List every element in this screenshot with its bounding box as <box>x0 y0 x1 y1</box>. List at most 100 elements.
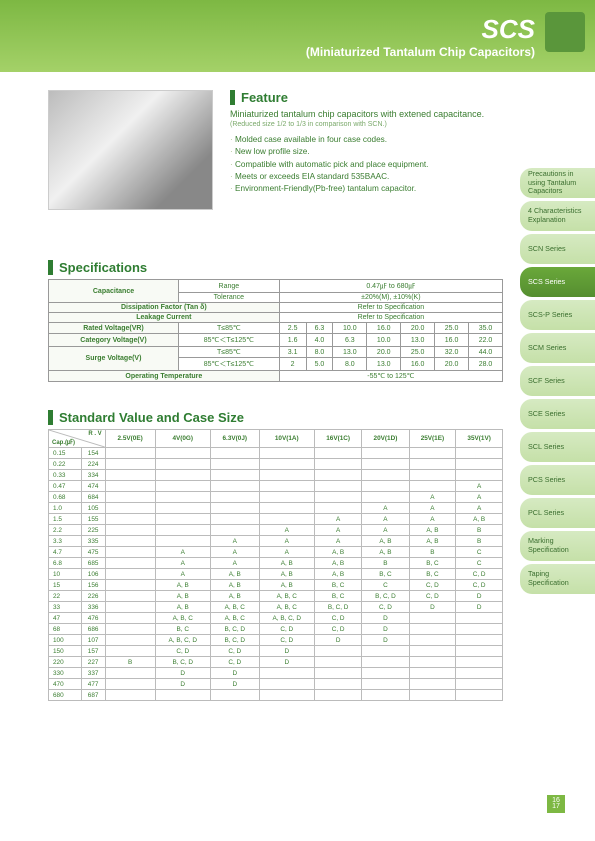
side-tab[interactable]: SCN Series <box>520 234 595 264</box>
stdval-cell <box>409 448 456 459</box>
stdval-cell <box>155 448 210 459</box>
stdval-cell <box>105 613 155 624</box>
spec-table: Capacitance Range 0.47㎌ to 680㎌ Toleranc… <box>48 279 503 382</box>
stdval-cell: C, D <box>362 602 409 613</box>
side-tab[interactable]: Marking Specification <box>520 531 595 561</box>
stdval-col-head: 25V(1E) <box>409 430 456 448</box>
spec-cell: 16.0 <box>401 358 435 371</box>
stdval-code-cell: 684 <box>81 492 105 503</box>
section-head-stdval: Standard Value and Case Size <box>48 410 503 425</box>
stdval-code-cell: 334 <box>81 470 105 481</box>
stdval-col-head: 4V(0G) <box>155 430 210 448</box>
feature-item: Molded case available in four case codes… <box>230 134 503 146</box>
stdval-cell <box>105 492 155 503</box>
spec-cell: 10.0 <box>367 334 401 347</box>
stdval-cap-cell: 1.0 <box>49 503 82 514</box>
stdval-cell: B, C, D <box>155 657 210 668</box>
side-tab[interactable]: SCL Series <box>520 432 595 462</box>
stdval-cap-cell: 1.5 <box>49 514 82 525</box>
stdval-cell: D <box>259 657 314 668</box>
table-row: 33336A, BA, B, CA, B, CB, C, DC, DDD <box>49 602 503 613</box>
stdval-code-cell: 685 <box>81 558 105 569</box>
side-tab[interactable]: SCF Series <box>520 366 595 396</box>
side-tab[interactable]: PCS Series <box>520 465 595 495</box>
stdval-cell: A, B <box>259 580 314 591</box>
spec-cell: 20.0 <box>401 323 435 334</box>
feature-item: Environment-Friendly(Pb-free) tantalum c… <box>230 183 503 195</box>
stdval-cell <box>314 646 361 657</box>
side-tab[interactable]: SCS-P Series <box>520 300 595 330</box>
stdval-code-cell: 106 <box>81 569 105 580</box>
stdval-cell: C, D <box>314 613 361 624</box>
spec-cell: 5.0 <box>306 358 333 371</box>
product-photo <box>48 90 213 210</box>
stdval-cell <box>105 679 155 690</box>
side-tab[interactable]: SCE Series <box>520 399 595 429</box>
stdval-cell <box>155 459 210 470</box>
stdval-cell <box>105 591 155 602</box>
spec-cell: 16.0 <box>367 323 401 334</box>
side-tab[interactable]: Taping Specification <box>520 564 595 594</box>
stdval-cell <box>409 470 456 481</box>
stdval-cell <box>105 536 155 547</box>
spec-cell: 1.6 <box>279 334 306 347</box>
stdval-cell: A, B <box>314 558 361 569</box>
side-tab[interactable]: SCS Series <box>520 267 595 297</box>
stdval-cell <box>155 514 210 525</box>
stdval-cell: A, B <box>155 591 210 602</box>
stdval-cell: A <box>409 514 456 525</box>
stdval-cell: D <box>456 591 503 602</box>
stdval-cap-cell: 68 <box>49 624 82 635</box>
stdval-cell <box>314 668 361 679</box>
stdval-code-cell: 154 <box>81 448 105 459</box>
stdval-code-cell: 336 <box>81 602 105 613</box>
table-row: 15156A, BA, BA, BB, CCC, DC, D <box>49 580 503 591</box>
stdval-cell <box>210 459 259 470</box>
stdval-col-head: 10V(1A) <box>259 430 314 448</box>
stdval-cell: D <box>362 624 409 635</box>
side-tab[interactable]: 4 Characteristics Explanation <box>520 201 595 231</box>
stdval-cell <box>259 448 314 459</box>
stdval-cell: D <box>210 679 259 690</box>
stdval-col-head: 35V(1V) <box>456 430 503 448</box>
stdval-cell: A <box>362 525 409 536</box>
side-tab[interactable]: Precautions in using Tantalum Capacitors <box>520 168 595 198</box>
spec-section: Specifications Capacitance Range 0.47㎌ t… <box>48 210 503 382</box>
stdval-cell <box>259 514 314 525</box>
stdval-cap-cell: 15 <box>49 580 82 591</box>
stdval-cell <box>210 492 259 503</box>
spec-cv-cond: 85℃＜T≤125℃ <box>179 334 280 347</box>
stdval-cap-cell: 6.8 <box>49 558 82 569</box>
stdval-cell <box>259 459 314 470</box>
stdval-cell: A, B <box>155 602 210 613</box>
stdval-cell: D <box>314 635 361 646</box>
side-tab[interactable]: SCM Series <box>520 333 595 363</box>
spec-cell: 16.0 <box>435 334 469 347</box>
stdval-code-cell: 105 <box>81 503 105 514</box>
stdval-cell <box>155 470 210 481</box>
stdval-cell <box>105 481 155 492</box>
page-number: 16 17 <box>547 795 565 813</box>
table-row: 1.0105AAA <box>49 503 503 514</box>
table-row: 220227BB, C, DC, DD <box>49 657 503 668</box>
stdval-cell <box>259 481 314 492</box>
spec-df-val: Refer to Specification <box>279 303 502 313</box>
spec-cell: 2.5 <box>279 323 306 334</box>
stdval-cell: B, C <box>409 569 456 580</box>
stdval-cell: A, B <box>210 591 259 602</box>
stdval-cell: D <box>456 602 503 613</box>
stdval-cell <box>210 470 259 481</box>
stdval-cell: A <box>456 481 503 492</box>
stdval-cell: A, B <box>155 580 210 591</box>
spec-ot-val: -55℃ to 125℃ <box>279 371 502 382</box>
side-tab[interactable]: PCL Series <box>520 498 595 528</box>
stdval-cell: A <box>409 503 456 514</box>
stdval-cell: C, D <box>409 580 456 591</box>
stdval-cell: B, C, D <box>210 635 259 646</box>
stdval-cell <box>155 690 210 701</box>
stdval-cell <box>105 558 155 569</box>
stdval-cell <box>314 448 361 459</box>
stdval-cell <box>362 646 409 657</box>
stdval-cell: A, B <box>259 569 314 580</box>
table-row: 68686B, CB, C, DC, DC, DD <box>49 624 503 635</box>
